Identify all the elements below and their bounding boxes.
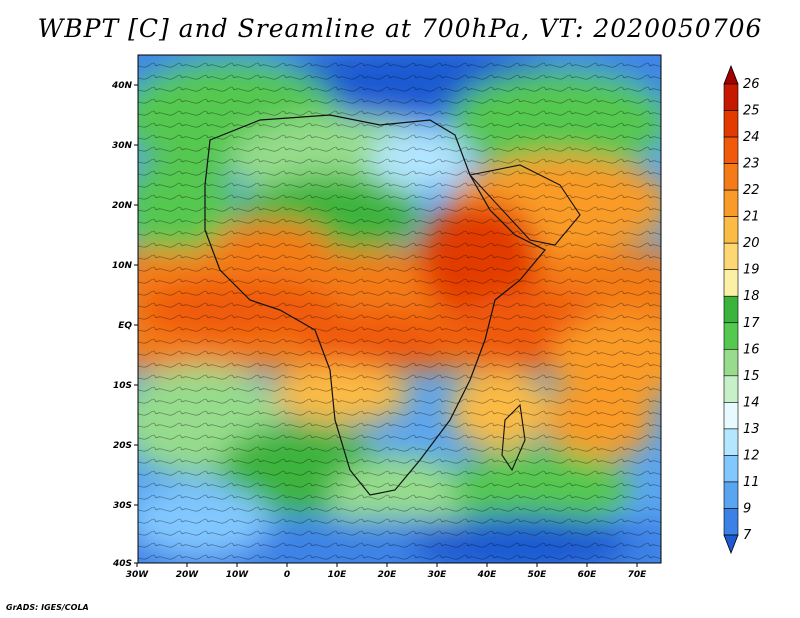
lat-tick-label: 30S bbox=[113, 501, 132, 511]
colorbar-label: 14 bbox=[743, 395, 760, 410]
colorbar-swatch bbox=[723, 163, 739, 191]
colorbar-swatch bbox=[723, 216, 739, 244]
coastline bbox=[204, 114, 546, 496]
colorbar-label: 25 bbox=[743, 104, 760, 119]
colorbar-swatch bbox=[723, 189, 739, 217]
lon-tick-label: 70E bbox=[628, 570, 648, 580]
colorbar-label: 20 bbox=[743, 236, 760, 251]
arabia-coastline bbox=[468, 164, 581, 246]
colorbar-label: 24 bbox=[743, 130, 760, 145]
lon-tick-label: 30W bbox=[126, 570, 150, 580]
colorbar-label: 13 bbox=[743, 422, 760, 437]
colorbar-label: 15 bbox=[743, 369, 760, 384]
lat-tick-label: 10S bbox=[113, 381, 132, 391]
grads-credit: GrADS: IGES/COLA bbox=[6, 603, 89, 612]
lon-tick-label: 20E bbox=[378, 570, 398, 580]
lon-tick-label: 20W bbox=[176, 570, 200, 580]
colorbar-swatch bbox=[723, 508, 739, 536]
lon-tick-label: 60E bbox=[578, 570, 598, 580]
colorbar-swatch bbox=[723, 242, 739, 271]
lat-tick-label: 40N bbox=[111, 81, 133, 91]
colorbar-label: 21 bbox=[743, 210, 760, 225]
colorbar-swatch bbox=[723, 322, 739, 350]
colorbar-swatch bbox=[723, 348, 739, 377]
lon-tick-label: 10W bbox=[226, 570, 250, 580]
lat-tick-label: 30N bbox=[112, 141, 133, 151]
colorbar-bottom-arrow bbox=[723, 534, 739, 555]
axis-ticks: 30W 20W 10W 0 10E 20E 30E 40E 50E 60E 70E 40N 30N 20N… bbox=[111, 81, 647, 580]
colorbar-label: 7 bbox=[743, 528, 752, 543]
colorbar-swatch bbox=[723, 402, 739, 430]
lon-tick-label: 30E bbox=[428, 570, 448, 580]
colorbar-label: 23 bbox=[743, 157, 760, 172]
colorbar-swatch bbox=[723, 295, 739, 324]
colorbar-label: 9 bbox=[743, 501, 751, 516]
colorbar-label: 19 bbox=[743, 263, 760, 278]
map-frame bbox=[137, 54, 662, 564]
madagascar-coastline bbox=[501, 403, 526, 472]
streamlines bbox=[138, 55, 661, 563]
lat-tick-label: 20S bbox=[113, 441, 132, 451]
colorbar-swatch bbox=[723, 428, 739, 456]
colorbar-top-arrow bbox=[723, 64, 739, 85]
colorbar-label: 22 bbox=[743, 183, 760, 198]
colorbar-swatch bbox=[723, 375, 739, 403]
map-title: WBPT [C] and Sreamline at 700hPa, VT: 20… bbox=[37, 14, 763, 43]
colorbar-swatch bbox=[723, 110, 739, 138]
colorbar-swatch bbox=[723, 136, 739, 164]
lat-tick-label: 20N bbox=[112, 201, 133, 211]
colorbar-swatch bbox=[723, 481, 739, 509]
lon-tick-label: 50E bbox=[528, 570, 548, 580]
colorbar-label: 26 bbox=[743, 77, 760, 92]
lon-tick-label: 0 bbox=[284, 570, 290, 580]
colorbar: 26 25 24 23 22 21 20 19 18 17 16 15 14 13 12 11 9 7 bbox=[723, 64, 760, 555]
lon-tick-label: 40E bbox=[477, 570, 498, 580]
lat-tick-label: EQ bbox=[118, 321, 132, 331]
colorbar-label: 18 bbox=[743, 289, 760, 304]
lat-tick-label: 40S bbox=[112, 559, 132, 569]
map-field bbox=[138, 55, 661, 563]
colorbar-label: 16 bbox=[743, 342, 760, 357]
lat-tick-label: 10N bbox=[112, 261, 133, 271]
colorbar-label: 11 bbox=[743, 475, 760, 490]
colorbar-swatch bbox=[723, 269, 739, 297]
colorbar-swatch bbox=[723, 455, 739, 483]
colorbar-label: 12 bbox=[743, 448, 760, 463]
colorbar-label: 17 bbox=[743, 316, 760, 331]
colorbar-swatch bbox=[723, 83, 739, 111]
lon-tick-label: 10E bbox=[328, 570, 348, 580]
